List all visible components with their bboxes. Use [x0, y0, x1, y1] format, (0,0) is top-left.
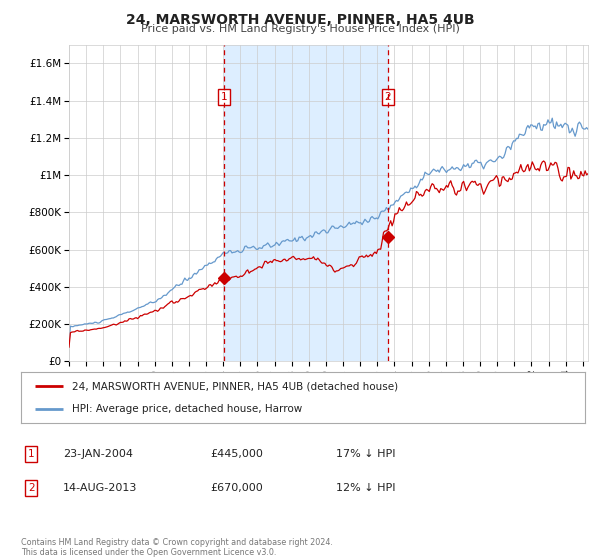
Text: Price paid vs. HM Land Registry's House Price Index (HPI): Price paid vs. HM Land Registry's House … — [140, 24, 460, 34]
Text: 24, MARSWORTH AVENUE, PINNER, HA5 4UB (detached house): 24, MARSWORTH AVENUE, PINNER, HA5 4UB (d… — [72, 381, 398, 391]
Text: 17% ↓ HPI: 17% ↓ HPI — [336, 449, 395, 459]
Text: 24, MARSWORTH AVENUE, PINNER, HA5 4UB: 24, MARSWORTH AVENUE, PINNER, HA5 4UB — [125, 13, 475, 27]
Text: 2: 2 — [28, 483, 35, 493]
Text: 23-JAN-2004: 23-JAN-2004 — [63, 449, 133, 459]
Text: £445,000: £445,000 — [210, 449, 263, 459]
Text: 12% ↓ HPI: 12% ↓ HPI — [336, 483, 395, 493]
Text: 1: 1 — [221, 92, 227, 102]
Text: 1: 1 — [28, 449, 35, 459]
Text: HPI: Average price, detached house, Harrow: HPI: Average price, detached house, Harr… — [72, 404, 302, 414]
Bar — [224, 45, 388, 361]
Text: 14-AUG-2013: 14-AUG-2013 — [63, 483, 137, 493]
Text: £670,000: £670,000 — [210, 483, 263, 493]
Text: 2: 2 — [385, 92, 391, 102]
Text: Contains HM Land Registry data © Crown copyright and database right 2024.
This d: Contains HM Land Registry data © Crown c… — [21, 538, 333, 557]
